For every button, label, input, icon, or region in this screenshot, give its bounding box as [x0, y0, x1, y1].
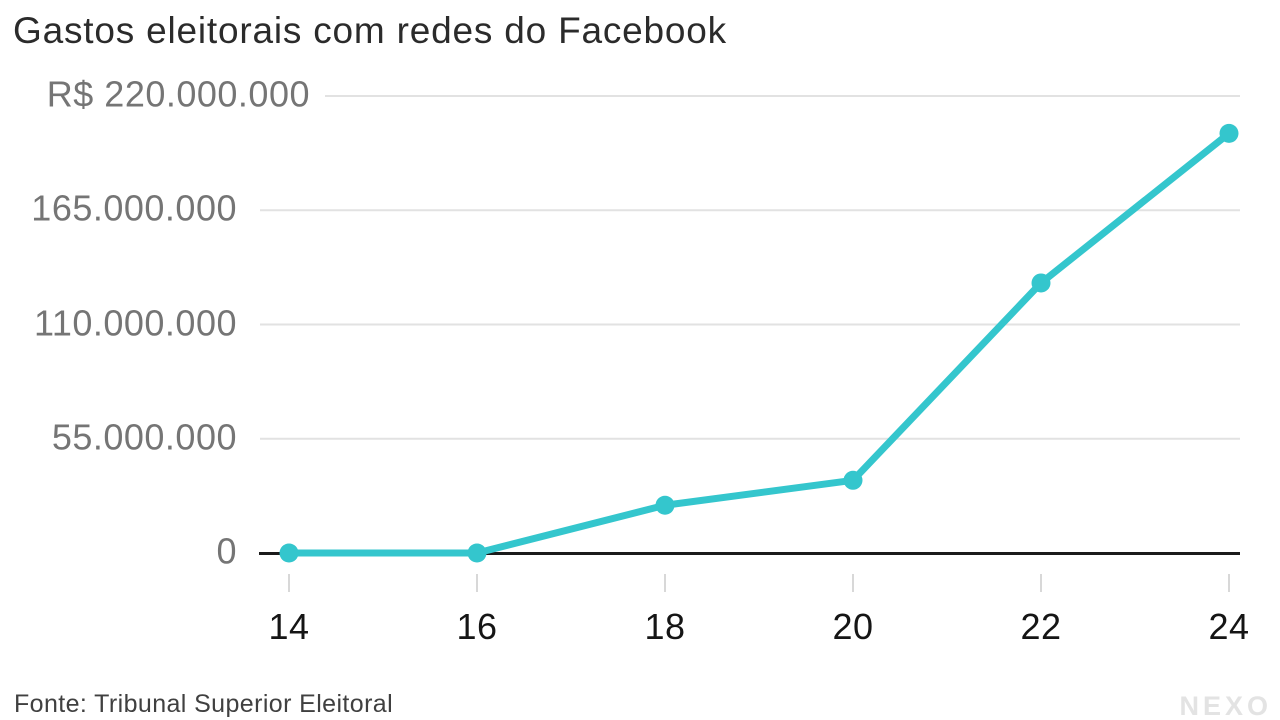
data-line: [285, 129, 1233, 557]
data-point: [1219, 123, 1239, 143]
x-axis-label: 16: [456, 606, 498, 647]
data-point: [1031, 273, 1051, 293]
x-axis-label: 14: [268, 606, 310, 647]
y-axis-label: 55.000.000: [51, 416, 237, 458]
data-point: [843, 470, 863, 490]
nexo-logo: NEXO: [1179, 691, 1272, 720]
y-axis-label: 0: [216, 530, 237, 572]
x-axis-label: 18: [644, 606, 686, 647]
data-point: [467, 543, 487, 563]
x-axis-label: 22: [1020, 606, 1062, 647]
x-axis-label: 20: [832, 606, 874, 647]
data-point: [279, 543, 299, 563]
y-axis-label: 110.000.000: [33, 301, 237, 343]
x-axis-label: 24: [1208, 606, 1250, 647]
data-point: [655, 495, 675, 515]
source-note: Fonte: Tribunal Superior Eleitoral: [14, 690, 394, 718]
y-axis-label: 165.000.000: [31, 187, 237, 229]
y-axis-label: R$ 220.000.000: [46, 73, 310, 115]
chart-title: Gastos eleitorais com redes do Facebook: [13, 10, 727, 51]
